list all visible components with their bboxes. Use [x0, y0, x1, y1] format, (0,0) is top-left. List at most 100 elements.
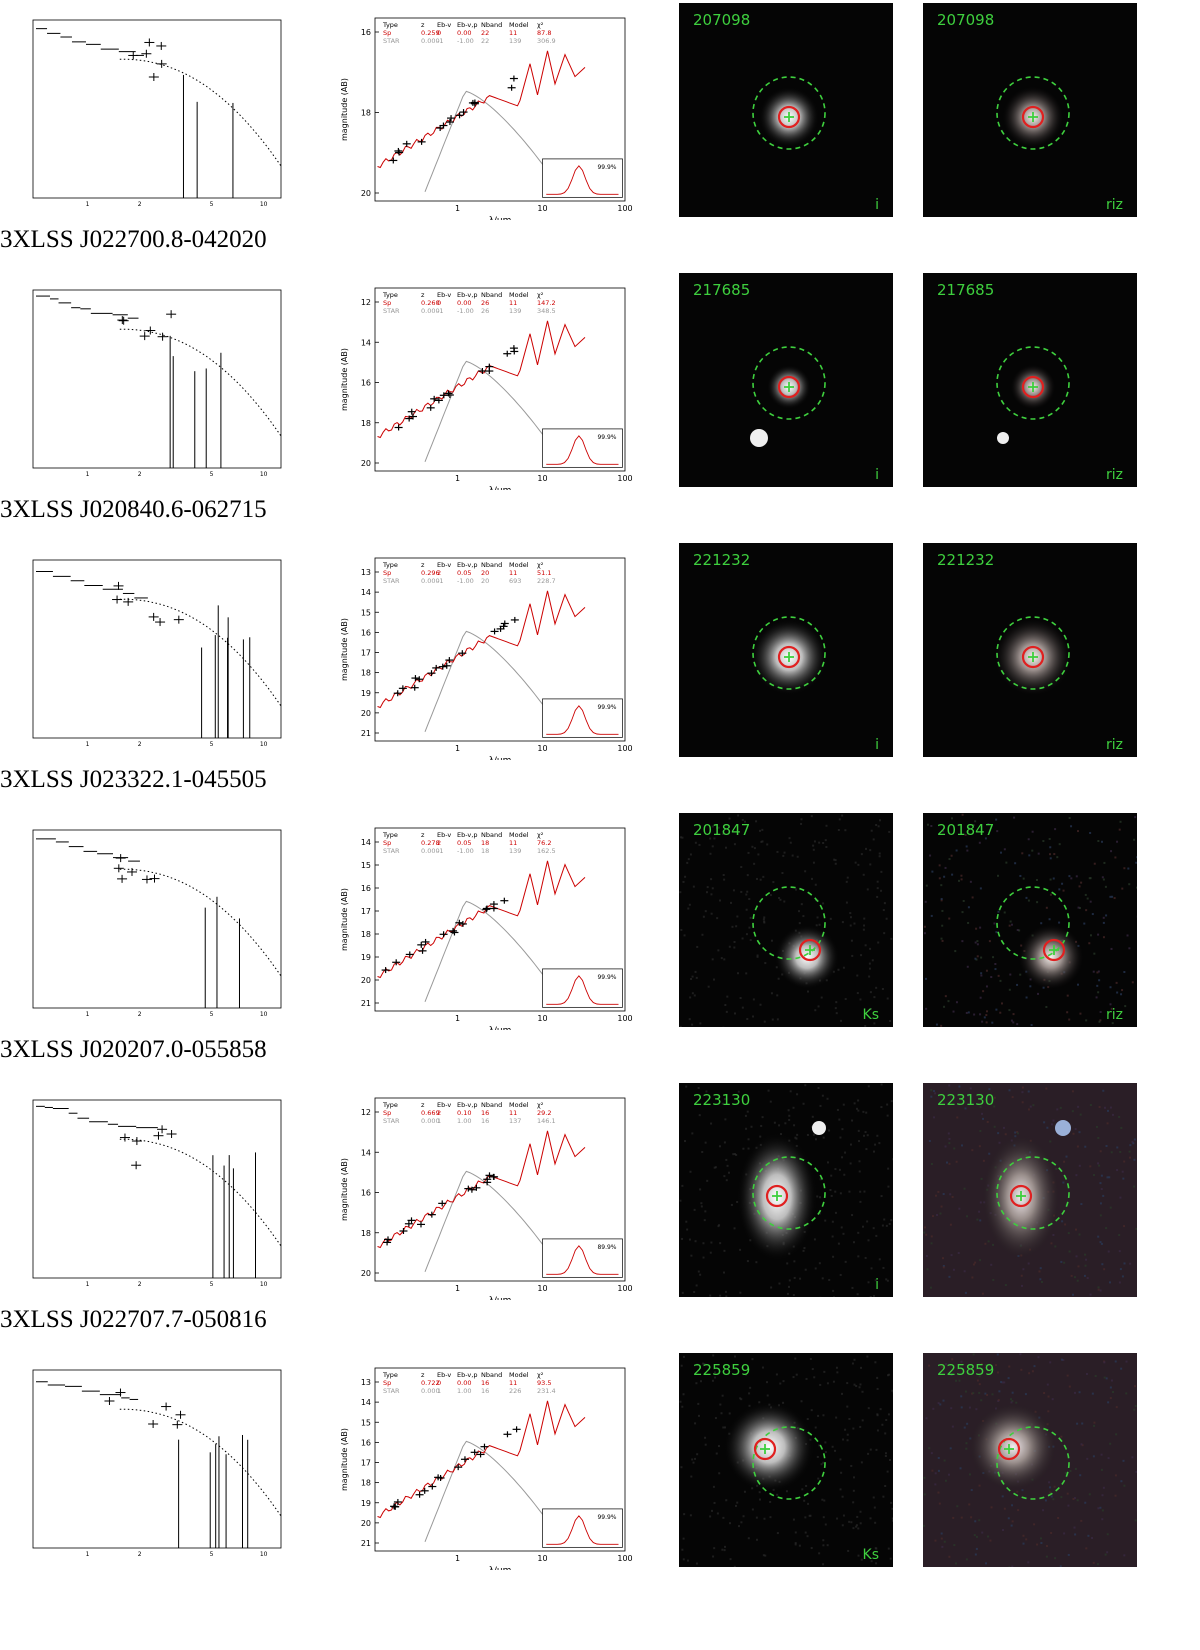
cutout-noise: [740, 1521, 743, 1524]
cutout-noise: [728, 1412, 731, 1415]
cutout-noise: [866, 1355, 869, 1358]
cutout-noise: [962, 899, 965, 902]
cutout-noise: [806, 1133, 809, 1136]
cutout-noise: [679, 1025, 682, 1027]
cutout-noise: [706, 1179, 709, 1182]
cutout-noise: [937, 1456, 940, 1459]
cutout-noise: [955, 1001, 958, 1004]
cutout-noise: [716, 1512, 719, 1515]
cutout-noise: [1124, 1005, 1127, 1008]
cutout-noise: [984, 837, 987, 840]
sed-legend-sp-type: Sp: [383, 299, 391, 307]
cutout-noise: [1003, 1381, 1006, 1384]
cutout-noise: [960, 1406, 963, 1409]
cutout-noise: [1099, 1150, 1102, 1153]
cutout-noise: [963, 1187, 966, 1190]
sed-legend-sp-ebv: 2: [437, 569, 441, 577]
cutout-noise: [956, 1116, 959, 1119]
cutout-noise: [1049, 846, 1052, 849]
sed-legend-sp-ebv: 0: [437, 1379, 441, 1387]
cutout-noise: [795, 1137, 798, 1140]
cutout-noise: [1028, 1372, 1031, 1375]
xray-tick-label: 10: [260, 1281, 268, 1288]
sed-plot-frame: [374, 827, 626, 1012]
cutout-noise: [1106, 1551, 1109, 1554]
cutout-noise: [969, 880, 972, 883]
cutout-band-label: riz: [1106, 1007, 1123, 1023]
cutout-noise: [976, 940, 979, 943]
xray-tick-label: 1: [86, 741, 90, 748]
cutout-noise: [688, 903, 691, 906]
cutout-noise: [1045, 906, 1048, 909]
cutout-noise: [1120, 1126, 1123, 1129]
cutout-noise: [1102, 1486, 1105, 1489]
sed-legend-star-z: 0.000: [421, 1117, 440, 1125]
sed-ytick-label: 16: [361, 28, 371, 37]
cutout-noise: [951, 873, 954, 876]
cutout-noise: [985, 1014, 988, 1017]
sed-legend-sp-chi2: 147.2: [537, 299, 556, 307]
cutout-noise: [1010, 1524, 1013, 1527]
cutout-noise: [816, 1455, 819, 1458]
cutout-noise: [740, 890, 743, 893]
sed-legend-header: Type: [382, 21, 398, 29]
cutout-noise: [887, 1167, 890, 1170]
cutout-noise: [1097, 991, 1100, 994]
cutout-noise: [852, 1527, 855, 1530]
cutout-noise: [979, 1013, 982, 1016]
cutout-noise: [1126, 934, 1129, 937]
cutout-noise: [686, 1228, 689, 1231]
cutout-noise: [938, 1502, 941, 1505]
cutout-image-single-band: 201847 Ks: [679, 813, 893, 1027]
cutout-noise: [691, 1132, 694, 1135]
cutout-noise: [837, 828, 840, 831]
cutout-noise: [875, 1448, 878, 1451]
cutout-noise: [1105, 1227, 1108, 1230]
cutout-noise: [681, 1184, 684, 1187]
sed-legend-star-chi2: 348.5: [537, 307, 556, 315]
cutout-noise: [874, 1143, 877, 1146]
cutout-noise: [1110, 947, 1113, 950]
cutout-noise: [996, 830, 999, 833]
cutout-noise: [865, 1111, 868, 1114]
sed-star-model: [424, 90, 563, 193]
cutout-noise: [981, 1020, 984, 1023]
counterpart-circle: [753, 1437, 777, 1461]
cutout-noise: [763, 1517, 766, 1520]
cutout-noise: [1092, 1561, 1095, 1564]
cutout-noise: [743, 1490, 746, 1493]
cutout-noise: [1085, 1373, 1088, 1376]
cutout-noise: [861, 1225, 864, 1228]
cutout-noise: [864, 847, 867, 850]
cutout-noise: [861, 1390, 864, 1393]
cutout-noise: [1085, 1019, 1088, 1022]
cutout-noise: [938, 877, 941, 880]
cutout-noise: [1021, 1101, 1024, 1104]
cutout-noise: [812, 1133, 815, 1136]
cutout-noise: [1021, 1086, 1024, 1089]
cutout-noise: [1102, 878, 1105, 881]
cutout-noise: [883, 1218, 886, 1221]
cutout-band-label: i: [875, 197, 879, 213]
cutout-noise: [1000, 851, 1003, 854]
cutout-noise: [978, 1391, 981, 1394]
cutout-noise: [729, 901, 732, 904]
cutout-noise: [888, 1222, 891, 1225]
cutout-noise: [694, 1240, 697, 1243]
cutout-noise: [967, 906, 970, 909]
cutout-noise: [756, 877, 759, 880]
cutout-noise: [1063, 1160, 1066, 1163]
cutout-noise: [1097, 1235, 1100, 1238]
cutout-noise: [892, 1519, 893, 1522]
cutout-noise: [953, 1147, 956, 1150]
cutout-noise: [978, 841, 981, 844]
cutout-noise: [822, 1544, 825, 1547]
sed-legend-star-ebvp: 1.00: [457, 1117, 471, 1125]
cutout-noise: [926, 823, 929, 826]
cutout-noise: [932, 1407, 935, 1410]
cutout-noise: [1096, 1563, 1099, 1566]
sed-ylabel: magnitude (AB): [340, 1158, 349, 1221]
sed-legend-sp-ebv: 2: [437, 1109, 441, 1117]
cutout-noise: [880, 889, 883, 892]
